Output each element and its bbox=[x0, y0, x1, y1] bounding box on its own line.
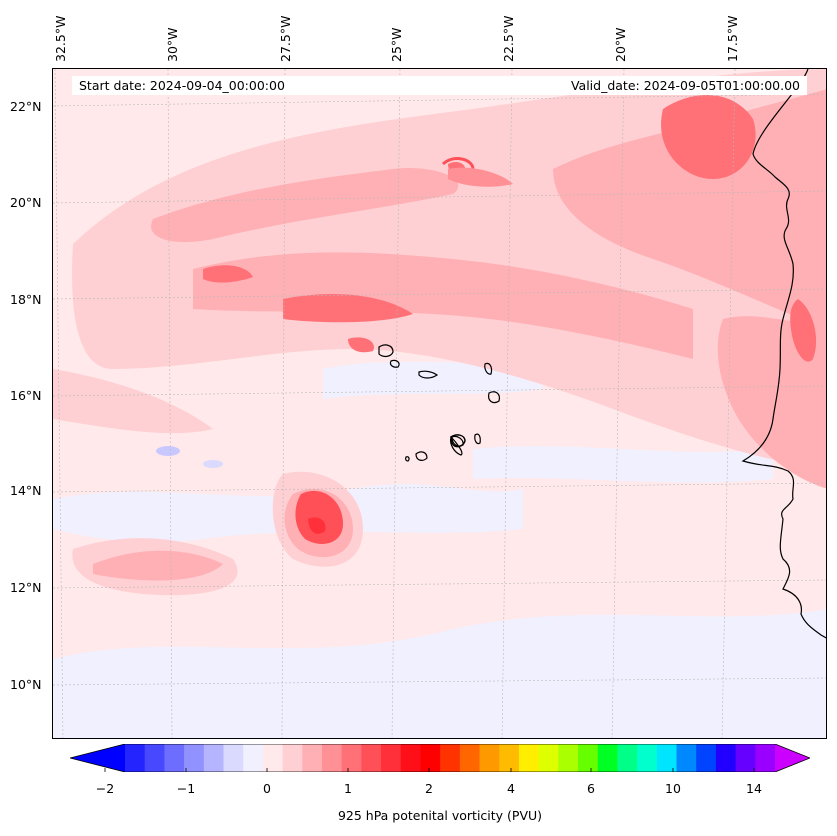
colorbar-swatch bbox=[420, 744, 441, 772]
longitude-label: 25°W bbox=[389, 27, 404, 62]
colorbar-swatch bbox=[558, 744, 579, 772]
latitude-label: 22°N bbox=[10, 99, 42, 114]
longitude-label: 30°W bbox=[165, 27, 180, 62]
colorbar-swatch bbox=[735, 744, 756, 772]
colorbar-swatch bbox=[282, 744, 303, 772]
colorbar-swatch bbox=[321, 744, 343, 772]
colorbar-swatch bbox=[459, 744, 481, 772]
colorbar-swatch bbox=[400, 744, 421, 772]
colorbar-tick-label: 0 bbox=[263, 781, 271, 796]
pv-field-map bbox=[53, 69, 826, 738]
longitude-label: 20°W bbox=[613, 27, 628, 62]
longitude-label: 17.5°W bbox=[725, 15, 740, 62]
longitude-label: 22.5°W bbox=[501, 15, 516, 62]
map-gridlines bbox=[53, 69, 826, 738]
colorbar-swatch bbox=[499, 744, 520, 772]
colorbar-swatch bbox=[479, 744, 500, 772]
moderate-positive-pv bbox=[93, 89, 826, 581]
colorbar-swatch bbox=[184, 744, 205, 772]
colorbar-swatch bbox=[715, 744, 737, 772]
colorbar-max-arrow bbox=[775, 744, 810, 772]
colorbar-tick-label: 10 bbox=[665, 781, 681, 796]
start-date-label: Start date: 2024-09-04_00:00:00 bbox=[79, 78, 285, 93]
colorbar-swatch bbox=[755, 744, 776, 772]
cabo-verde-islands bbox=[378, 344, 500, 462]
colorbar-swatch bbox=[144, 744, 165, 772]
valid-date-label: Valid_date: 2024-09-05T01:00:00.00 bbox=[570, 78, 800, 93]
colorbar-swatch bbox=[656, 744, 678, 772]
colorbar-swatch bbox=[637, 744, 658, 772]
colorbar-swatch bbox=[243, 744, 264, 772]
latitude-label: 16°N bbox=[10, 388, 42, 403]
colorbar-swatch bbox=[302, 744, 323, 772]
colorbar-swatch bbox=[125, 744, 146, 772]
colorbar-swatch bbox=[676, 744, 697, 772]
date-info-bar: Start date: 2024-09-04_00:00:00 Valid_da… bbox=[72, 76, 807, 95]
longitude-label: 27.5°W bbox=[278, 15, 293, 62]
longitude-label: 32.5°W bbox=[53, 15, 68, 62]
african-coastline bbox=[741, 69, 826, 639]
colorbar-swatch bbox=[696, 744, 717, 772]
colorbar-swatch bbox=[440, 744, 461, 772]
colorbar-swatch bbox=[341, 744, 362, 772]
colorbar-tick-label: 6 bbox=[587, 781, 595, 796]
colorbar-tick-label: 14 bbox=[746, 781, 762, 796]
colorbar-tick-label: −1 bbox=[176, 781, 196, 796]
latitude-label: 18°N bbox=[10, 292, 42, 307]
colorbar-tick-label: 2 bbox=[425, 781, 433, 796]
colorbar bbox=[70, 744, 810, 772]
colorbar-swatch bbox=[597, 744, 618, 772]
colorbar-swatch bbox=[203, 744, 224, 772]
colorbar-tick-label: −2 bbox=[95, 781, 115, 796]
colorbar-tick-label: 1 bbox=[344, 781, 352, 796]
strong-positive-pv bbox=[203, 95, 817, 544]
colorbar-swatch bbox=[518, 744, 540, 772]
colorbar-swatch bbox=[164, 744, 185, 772]
colorbar-swatch bbox=[381, 744, 402, 772]
colorbar-swatch bbox=[262, 744, 284, 772]
latitude-label: 14°N bbox=[10, 483, 42, 498]
colorbar-swatch bbox=[578, 744, 599, 772]
colorbar-tick-label: 4 bbox=[507, 781, 515, 796]
latitude-label: 10°N bbox=[10, 677, 42, 692]
map-panel bbox=[52, 68, 827, 739]
latitude-label: 20°N bbox=[10, 195, 42, 210]
colorbar-swatch bbox=[617, 744, 638, 772]
colorbar-min-arrow bbox=[70, 744, 125, 772]
colorbar-label: 925 hPa potenital vorticity (PVU) bbox=[337, 808, 543, 823]
colorbar-swatch bbox=[361, 744, 382, 772]
colorbar-swatch bbox=[538, 744, 559, 772]
latitude-label: 12°N bbox=[10, 580, 42, 595]
colorbar-swatch bbox=[223, 744, 244, 772]
